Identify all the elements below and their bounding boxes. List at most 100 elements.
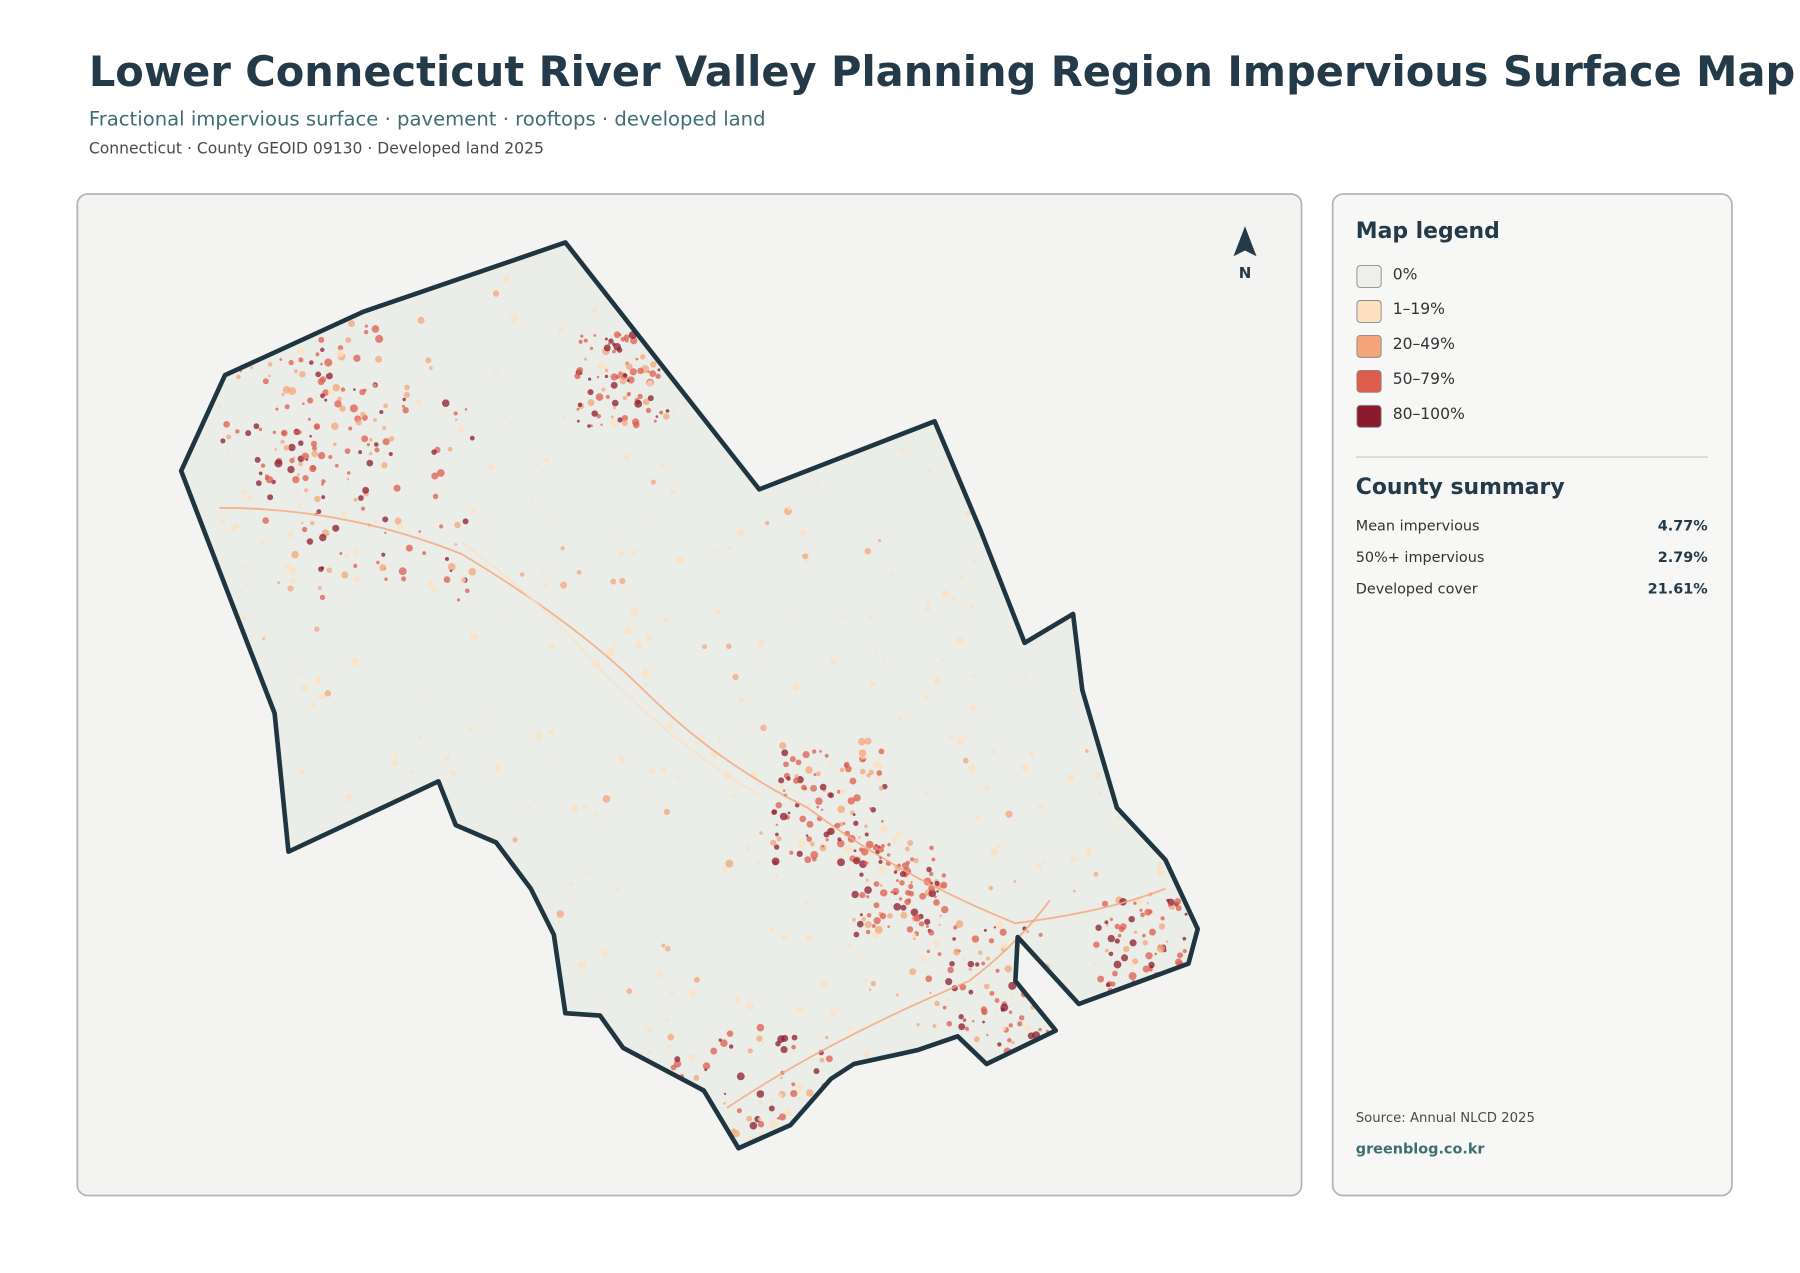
impervious-pixel (1119, 923, 1127, 930)
impervious-pixel (623, 590, 627, 594)
impervious-pixel (309, 360, 314, 365)
impervious-pixel (531, 497, 536, 501)
impervious-pixel (774, 874, 779, 879)
impervious-pixel (610, 381, 618, 389)
impervious-pixel (622, 454, 630, 462)
impervious-pixel (332, 524, 340, 532)
impervious-pixel (349, 404, 358, 413)
impervious-pixel (787, 811, 791, 815)
impervious-pixel (611, 399, 619, 407)
impervious-pixel (924, 918, 931, 925)
legend-title: Map legend (1356, 219, 1500, 244)
impervious-pixel (576, 570, 582, 575)
impervious-pixel (864, 921, 872, 929)
impervious-pixel (1174, 958, 1183, 966)
impervious-pixel (760, 1041, 765, 1045)
impervious-pixel (836, 839, 845, 848)
impervious-pixel (1097, 975, 1105, 983)
impervious-pixel (580, 372, 583, 375)
impervious-pixel (1011, 1040, 1015, 1045)
impervious-pixel (259, 437, 263, 442)
impervious-pixel (893, 903, 902, 911)
impervious-pixel (806, 820, 814, 828)
impervious-pixel (373, 383, 377, 388)
impervious-pixel (613, 331, 621, 339)
impervious-pixel (1095, 924, 1102, 931)
impervious-pixel (592, 307, 598, 313)
impervious-pixel (494, 371, 498, 376)
impervious-pixel (693, 1074, 700, 1081)
impervious-pixel (657, 368, 661, 372)
impervious-pixel (294, 369, 298, 374)
impervious-pixel (298, 670, 302, 674)
impervious-pixel (659, 410, 664, 415)
impervious-pixel (1120, 954, 1129, 962)
impervious-pixel (617, 417, 623, 423)
impervious-pixel (866, 912, 872, 918)
impervious-pixel (965, 734, 969, 738)
impervious-pixel (588, 377, 592, 381)
impervious-pixel (241, 614, 247, 620)
legend-label: 50–79% (1393, 370, 1455, 388)
impervious-pixel (693, 976, 700, 983)
impervious-pixel (610, 415, 614, 419)
impervious-pixel (1035, 863, 1042, 870)
impervious-pixel (576, 366, 584, 374)
impervious-pixel (760, 724, 767, 732)
impervious-pixel (259, 539, 265, 545)
impervious-pixel (646, 634, 653, 642)
impervious-pixel (243, 564, 248, 569)
impervious-pixel (868, 614, 873, 620)
impervious-pixel (995, 843, 1001, 848)
impervious-pixel (933, 940, 937, 944)
impervious-pixel (939, 914, 942, 918)
impervious-pixel (725, 643, 732, 650)
impervious-pixel (824, 753, 829, 758)
impervious-pixel (953, 948, 961, 956)
impervious-pixel (1113, 960, 1122, 969)
impervious-pixel (956, 736, 965, 745)
impervious-pixel (972, 1020, 975, 1023)
impervious-pixel (718, 1038, 722, 1042)
impervious-pixel (274, 459, 283, 468)
impervious-pixel (782, 789, 786, 792)
impervious-pixel (379, 564, 387, 572)
impervious-pixel (512, 837, 518, 843)
impervious-pixel (1105, 982, 1111, 988)
impervious-pixel (267, 362, 273, 367)
impervious-pixel (1182, 948, 1187, 954)
impervious-pixel (1166, 898, 1170, 902)
impervious-pixel (1104, 948, 1109, 953)
impervious-pixel (688, 1053, 695, 1061)
impervious-pixel (965, 510, 972, 517)
impervious-pixel (856, 920, 864, 928)
impervious-pixel (820, 808, 824, 811)
impervious-pixel (672, 411, 676, 415)
impervious-pixel (353, 354, 361, 362)
impervious-pixel (775, 832, 779, 837)
impervious-pixel (929, 845, 934, 851)
impervious-pixel (369, 451, 373, 456)
impervious-pixel (757, 1121, 765, 1128)
impervious-pixel (1093, 871, 1099, 877)
source: Source: Annual NLCD 2025 (1356, 1111, 1535, 1126)
impervious-pixel (973, 1036, 980, 1043)
impervious-pixel (375, 355, 383, 363)
impervious-pixel (699, 734, 704, 740)
impervious-pixel (887, 842, 891, 847)
impervious-pixel (776, 1116, 780, 1120)
impervious-pixel (360, 506, 366, 511)
impervious-pixel (920, 955, 927, 963)
impervious-pixel (447, 563, 456, 571)
impervious-pixel (994, 1013, 998, 1017)
impervious-pixel (321, 479, 326, 484)
impervious-pixel (353, 549, 360, 555)
impervious-pixel (853, 849, 857, 853)
impervious-pixel (369, 437, 373, 442)
impervious-pixel (375, 334, 384, 343)
impervious-pixel (1011, 995, 1014, 998)
impervious-pixel (781, 934, 788, 941)
impervious-pixel (880, 819, 884, 823)
impervious-pixel (1109, 917, 1113, 922)
impervious-pixel (795, 1083, 804, 1092)
